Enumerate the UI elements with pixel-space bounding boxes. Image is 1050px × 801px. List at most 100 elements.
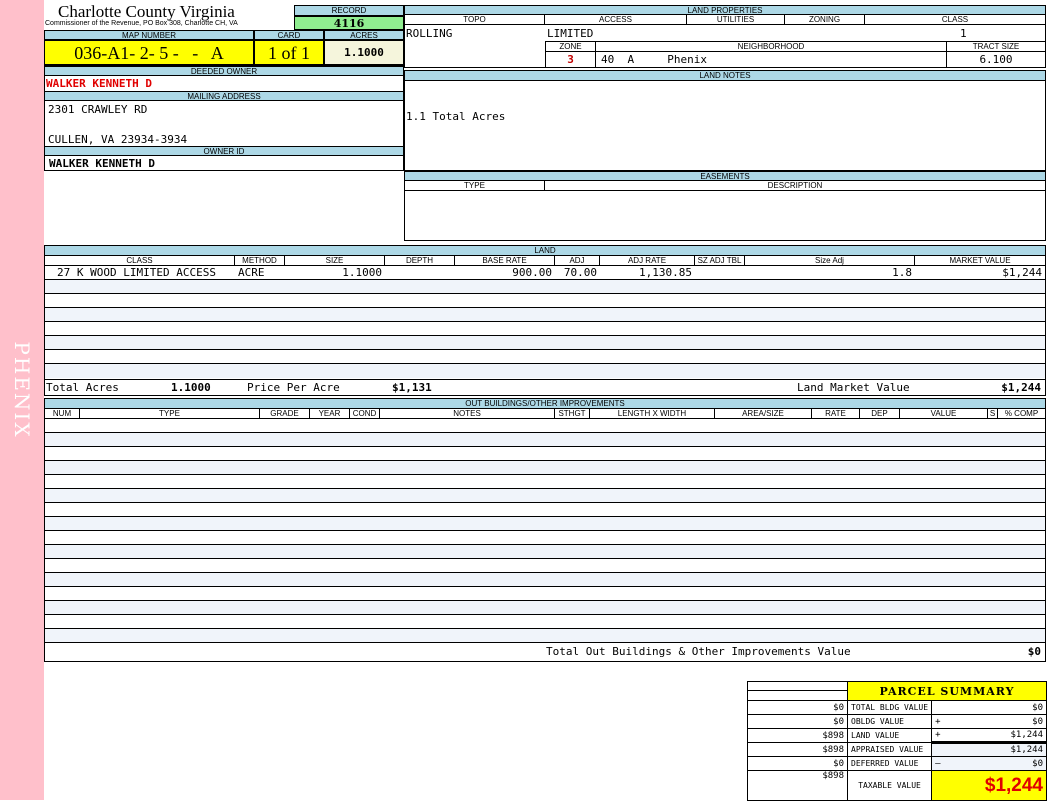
land-row [45,364,1045,378]
price-per-acre-label: Price Per Acre [247,381,340,394]
outbuildings-col-header: NOTES [380,409,555,418]
mailing-address-label: MAILING ADDRESS [44,91,404,101]
land-cell: 27 K WOOD LIMITED ACCESS [57,266,216,279]
land-row [45,350,1045,364]
land-cell: 70.00 [563,266,597,279]
map-number-label: MAP NUMBER [44,30,254,40]
land-col-header: SIZE [285,256,385,265]
tract-size-value: 6.100 [979,53,1013,66]
land-row [45,294,1045,308]
land-row [45,280,1045,294]
land-row: 27 K WOOD LIMITED ACCESS ACRE 1.1000 900.00… [45,266,1045,280]
map-number: 036-A1- 2- 5 - - A [44,40,254,65]
outbuildings-row [45,629,1045,643]
taxable-prev: $898 [747,770,848,801]
outbuildings-col-header: VALUE [900,409,988,418]
land-col-header: ADJ [555,256,600,265]
owner-id-label: OWNER ID [44,146,404,156]
outbuildings-total-value: $0 [1027,645,1041,658]
land-cell: $1,244 [1002,266,1042,279]
record-label: RECORD [294,5,404,16]
outbuildings-col-header: YEAR [310,409,350,418]
outbuildings-row [45,587,1045,601]
outbuildings-col-header: LENGTH X WIDTH [590,409,715,418]
outbuildings-row [45,419,1045,433]
summary-prev-value: $898 [747,728,848,743]
summary-label: APPRAISED VALUE [846,742,933,757]
land-panel: LAND CLASS METHOD SIZE DEPTH BASE RATE ADJ ADJ… [44,245,1046,396]
owner-panel: DEEDED OWNER WALKER KENNETH D MAILING AD… [44,65,404,171]
land-market-value: $1,244 [1001,381,1041,394]
land-notes-text: 1.1 Total Acres [406,110,506,123]
outbuildings-row [45,461,1045,475]
land-col-header: CLASS [45,256,235,265]
summary-value: + $1,244 [931,728,1047,744]
outbuildings-row [45,447,1045,461]
class-value: 1 [960,27,967,40]
summary-amount: $1,244 [1010,730,1043,740]
access-value: LIMITED [547,27,594,40]
outbuildings-col-header: AREA/SIZE [715,409,812,418]
summary-prev-value: $0 [747,756,848,771]
summary-row: $0 TOTAL BLDG VALUE $0 [747,700,1047,715]
summary-value: – $0 [931,756,1047,771]
summary-prev-value: $0 [747,700,848,715]
owner-id: WALKER KENNETH D [49,157,155,170]
outbuildings-row [45,559,1045,573]
summary-row: $0 OBLDG VALUE + $0 [747,714,1047,729]
card-label: CARD [254,30,324,40]
side-strip: PHENIX [0,0,44,800]
taxable-label: TAXABLE VALUE [846,770,933,801]
summary-label: OBLDG VALUE [846,714,933,729]
outbuildings-col-header: STHGT [555,409,590,418]
land-cell: ACRE [238,266,265,279]
land-cell: 1,130.85 [639,266,692,279]
outbuildings-row [45,517,1045,531]
summary-operator: + [935,730,941,740]
land-col-header: ADJ RATE [600,256,695,265]
outbuildings-col-header: % COMP [1004,409,1039,418]
outbuildings-col-header: S [988,409,998,418]
land-properties-title: LAND PROPERTIES [404,5,1046,15]
zone-value: 3 [546,52,596,68]
summary-value: $0 [931,700,1047,715]
county-title: Charlotte County Virginia [58,2,235,21]
outbuildings-col-header: NUM [45,409,80,418]
topo-label: TOPO [405,15,545,24]
address-line-2: CULLEN, VA 23934-3934 [48,133,188,146]
taxable-value: $1,244 [931,770,1047,801]
summary-amount: $1,244 [1010,745,1043,755]
outbuildings-col-header: DEP [860,409,900,418]
summary-label: TOTAL BLDG VALUE [846,700,933,715]
easements-panel: EASEMENTS TYPE DESCRIPTION [404,171,1046,241]
access-label: ACCESS [545,15,687,24]
class-label: CLASS [941,15,969,24]
outbuildings-row [45,531,1045,545]
land-col-header: Size Adj [745,256,915,265]
outbuildings-row [45,433,1045,447]
deeded-owner-label: DEEDED OWNER [44,66,404,76]
land-row [45,336,1045,350]
neighborhood-label: NEIGHBORHOOD [596,42,947,51]
land-properties-panel: LAND PROPERTIES TOPO ACCESS UTILITIES ZO… [404,5,1046,68]
land-cell [385,266,455,279]
summary-amount: $0 [1032,716,1043,727]
outbuildings-panel: OUT BUILDINGS/OTHER IMPROVEMENTS NUM TYPE… [44,398,1046,662]
outbuildings-col-header: TYPE [80,409,260,418]
office-address: Commissioner of the Revenue, PO Box 308,… [45,20,238,27]
outbuildings-row [45,503,1045,517]
summary-operator: + [935,716,941,727]
land-row [45,308,1045,322]
zoning-label: ZONING [785,15,865,24]
utilities-label: UTILITIES [687,15,785,24]
land-cell [695,266,745,279]
topo-value: ROLLING [406,27,453,40]
total-acres-value: 1.1000 [171,381,211,394]
land-cell: 1.1000 [342,266,382,279]
outbuildings-row [45,475,1045,489]
outbuildings-col-header: RATE [812,409,860,418]
easement-description-label: DESCRIPTION [767,181,823,190]
summary-row: $0 DEFERRED VALUE – $0 [747,756,1047,771]
land-cell: 900.00 [512,266,552,279]
record-number: 4116 [294,16,404,30]
